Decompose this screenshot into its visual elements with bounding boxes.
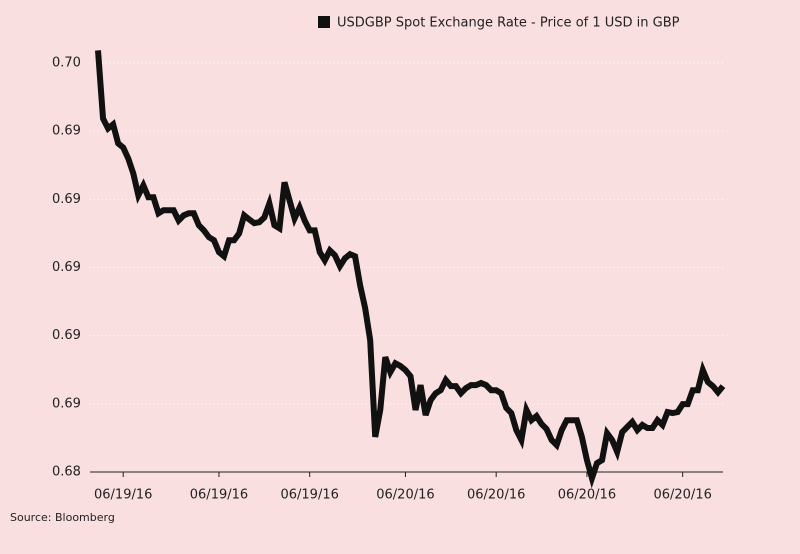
x-tick-label: 06/20/16 (558, 488, 616, 503)
x-tick-label: 06/19/16 (280, 488, 338, 503)
legend-swatch (318, 16, 330, 28)
x-tick-label: 06/19/16 (190, 488, 248, 503)
y-tick-label: 0.69 (52, 396, 81, 411)
y-tick-label: 0.70 (52, 56, 81, 71)
y-tick-label: 0.68 (52, 465, 81, 480)
y-tick-label: 0.69 (52, 192, 81, 207)
y-tick-label: 0.69 (52, 328, 81, 343)
x-tick-label: 06/19/16 (94, 488, 152, 503)
x-tick-label: 06/20/16 (653, 488, 711, 503)
y-tick-label: 0.69 (52, 124, 81, 139)
y-tick-label: 0.69 (52, 260, 81, 275)
x-tick-label: 06/20/16 (376, 488, 434, 503)
legend-label: USDGBP Spot Exchange Rate - Price of 1 U… (337, 16, 680, 31)
line-series (95, 50, 726, 489)
source: Source: Bloomberg (10, 511, 115, 524)
x-tick-label: 06/20/16 (467, 488, 525, 503)
